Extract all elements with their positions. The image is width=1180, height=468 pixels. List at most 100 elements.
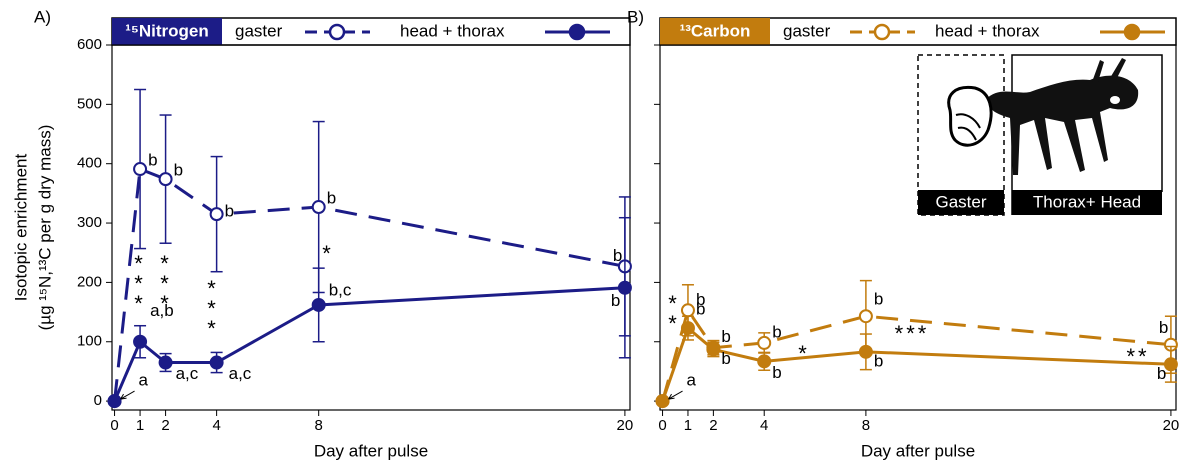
legend-marker (873, 23, 891, 41)
point-label: a (139, 371, 149, 390)
label-arrow (120, 390, 135, 400)
inset-label: Gaster (935, 192, 986, 211)
chart-title: ¹³Carbon (680, 21, 751, 40)
data-point (757, 335, 772, 350)
legend-label: head + thorax (935, 21, 1040, 40)
x-tick-label: 2 (709, 417, 717, 434)
plot-frame (659, 44, 1177, 411)
series-line (113, 286, 625, 402)
point-label: b (696, 300, 705, 319)
data-point (209, 355, 224, 370)
title-box (112, 18, 222, 45)
point-label: a (687, 371, 697, 390)
significance: ** (668, 291, 680, 336)
plot-frame (111, 44, 631, 411)
legend-label: gaster (783, 21, 831, 40)
series-line (113, 166, 626, 402)
legend-marker (568, 23, 586, 41)
data-point (680, 303, 695, 318)
point-label: b,c (329, 280, 352, 299)
y-axis-label: Isotopic enrichment (11, 154, 30, 302)
point-label: b (225, 202, 234, 221)
legend-label: head + thorax (400, 21, 505, 40)
legend-label: gaster (235, 21, 283, 40)
legend-marker (1123, 23, 1141, 41)
point-label: b (874, 290, 883, 309)
ant-body (985, 75, 1139, 175)
data-point (680, 321, 695, 336)
inset-label: Thorax+ Head (1033, 192, 1141, 211)
significance: *** (134, 251, 146, 316)
point-label: b (174, 161, 183, 180)
significance: *** (207, 276, 219, 341)
data-point (133, 162, 148, 177)
data-point (706, 342, 721, 357)
significance: *** (160, 251, 172, 316)
significance: ** (1126, 344, 1149, 369)
ant-gaster-stripes (955, 113, 981, 141)
ant-eye (1110, 96, 1120, 104)
inset-label-bg (918, 190, 1004, 215)
point-label: b (874, 351, 883, 370)
x-tick-label: 8 (315, 417, 323, 434)
y-tick-label: 100 (77, 333, 102, 350)
data-point (107, 394, 122, 409)
x-tick-label: 4 (760, 417, 768, 434)
data-point (311, 297, 326, 312)
point-label: b (613, 246, 622, 265)
data-point (1163, 357, 1178, 372)
data-point (158, 172, 173, 187)
x-axis-label: Day after pulse (314, 441, 428, 460)
point-label: b (611, 291, 620, 310)
point-label: b (1159, 318, 1168, 337)
chart-title: ¹⁵Nitrogen (125, 21, 209, 40)
x-tick-label: 1 (684, 417, 692, 434)
x-tick-label: 1 (136, 417, 144, 434)
y-axis-label: (µg ¹⁵N,¹³C per g dry mass) (35, 125, 54, 331)
point-label: a,c (229, 364, 252, 383)
inset-label-bg (1012, 190, 1162, 215)
significance: *** (895, 321, 930, 346)
y-tick-label: 0 (94, 392, 102, 409)
point-label: b (721, 327, 730, 346)
panel: A)¹⁵Nitrogen gaster head + thorax010020030… (11, 7, 633, 460)
point-label: b (148, 151, 157, 170)
y-tick-label: 600 (77, 36, 102, 53)
data-point (655, 394, 670, 409)
x-tick-label: 20 (1163, 417, 1180, 434)
data-point (311, 200, 326, 215)
significance: * (322, 241, 334, 266)
data-point (209, 207, 224, 222)
panel: B) ¹³Carbon gaster head + thorax 0 1 2 4 8 20 Day … (627, 7, 1179, 460)
x-tick-label: 2 (161, 417, 169, 434)
y-tick-label: 200 (77, 273, 102, 290)
inset: Gaster Thorax+ Head (917, 54, 1163, 216)
data-point (158, 355, 173, 370)
data-point (617, 280, 632, 295)
ant-antenna (1092, 58, 1126, 82)
point-label: b (721, 349, 730, 368)
data-point (133, 334, 148, 349)
x-tick-label: 0 (658, 417, 666, 434)
title-box (660, 18, 770, 45)
point-label: b (772, 363, 781, 382)
x-tick-label: 4 (212, 417, 220, 434)
y-tick-label: 300 (77, 214, 102, 231)
point-label: b (1157, 364, 1166, 383)
x-tick-label: 0 (110, 417, 118, 434)
point-label: b (696, 290, 705, 309)
point-label: b (772, 322, 781, 341)
data-point (858, 344, 873, 359)
label-arrow (668, 390, 683, 400)
x-tick-label: 20 (617, 417, 634, 434)
legend-marker (328, 23, 346, 41)
data-point (757, 354, 772, 369)
panel-label: A) (34, 7, 51, 26)
panel-label: B) (627, 7, 644, 26)
significance: * (798, 341, 810, 366)
point-label: a,c (176, 364, 199, 383)
point-label: a,b (150, 301, 174, 320)
y-tick-label: 400 (77, 155, 102, 172)
point-label: b (327, 189, 336, 208)
